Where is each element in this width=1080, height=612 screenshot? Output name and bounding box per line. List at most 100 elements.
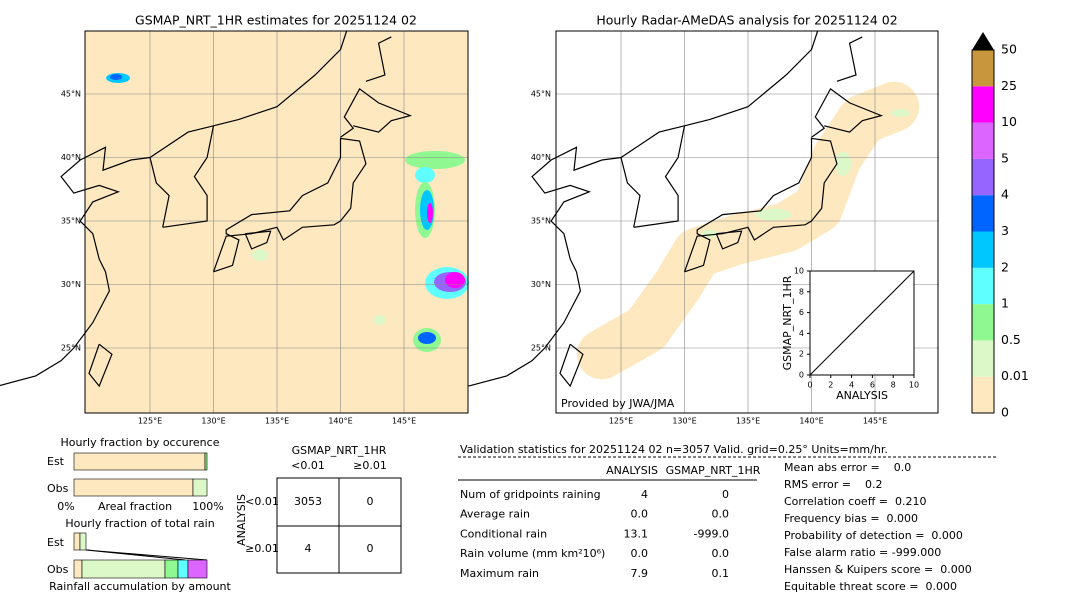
score: False alarm ratio = -999.000 <box>784 546 941 559</box>
lon-label: 140°E <box>799 417 823 426</box>
inset-ylabel: GSMAP_NRT_1HR <box>781 275 794 370</box>
val-label: Rain volume (mm km²10⁶) <box>460 547 605 560</box>
colorbar-segment <box>972 195 994 232</box>
colorbar-label: 0 <box>1001 405 1009 420</box>
obs-bar <box>177 559 189 579</box>
obs-bar <box>192 478 208 497</box>
colorbar-label: 50 <box>1001 42 1017 57</box>
lat-label: 25°N <box>61 344 81 353</box>
coastline <box>0 271 111 387</box>
obs-bar <box>164 559 179 579</box>
analysis-band <box>576 81 920 380</box>
est-bar <box>79 532 87 551</box>
coastline <box>836 36 863 82</box>
obs-label: Obs <box>47 563 69 576</box>
light-rain <box>755 208 792 221</box>
x1: 100% <box>192 500 223 513</box>
lon-label: 135°E <box>265 417 289 426</box>
cont-cell: 0 <box>367 495 374 508</box>
y-tick-label: 0 <box>799 371 804 380</box>
val-label: Num of gridpoints raining <box>460 488 601 501</box>
colorbar-label: 0.01 <box>1001 368 1029 383</box>
left-map-bg <box>85 31 468 413</box>
coastline <box>365 36 392 82</box>
coastline <box>88 343 113 388</box>
cont-row: ≥0.01 <box>245 542 279 555</box>
credit: Provided by JWA/JMA <box>561 397 675 410</box>
colorbar-label: 5 <box>1001 150 1009 165</box>
cont-col: <0.01 <box>291 459 325 472</box>
colorbar-segment <box>972 158 994 196</box>
left-map-frame <box>84 30 469 414</box>
y-tick-label: 4 <box>799 329 804 338</box>
colorbar-segment <box>972 304 994 341</box>
x-tick-label: 2 <box>828 381 833 390</box>
y-tick-label: 6 <box>799 308 804 317</box>
fraction-title: Rainfall accumulation by amount <box>49 580 231 593</box>
val-col: ANALYSIS <box>606 464 658 477</box>
coastline <box>715 230 743 250</box>
score: Hanssen & Kuipers score = 0.000 <box>784 563 972 576</box>
colorbar-extend <box>972 32 994 50</box>
x-tick-label: 4 <box>849 381 854 390</box>
x-tick-label: 10 <box>909 381 919 390</box>
y-tick-label: 8 <box>799 287 804 296</box>
colorbar-segment <box>972 231 994 268</box>
val-label: Maximum rain <box>460 567 539 580</box>
lat-label: 40°N <box>531 153 551 162</box>
analysis-area <box>576 81 920 380</box>
lat-label: 25°N <box>531 344 551 353</box>
x-tick-label: 8 <box>891 381 896 390</box>
lon-label: 145°E <box>863 417 887 426</box>
colorbar-label: 3 <box>1001 223 1009 238</box>
colorbar-segment <box>972 267 994 305</box>
obs-bar <box>73 559 83 579</box>
x0: 0% <box>57 500 74 513</box>
colorbar-segment <box>972 122 994 159</box>
colorbar-label: 0.5 <box>1001 332 1021 347</box>
link <box>85 549 208 561</box>
lon-label: 125°E <box>138 417 162 426</box>
coastline <box>340 88 413 138</box>
est-label: Est <box>47 536 65 549</box>
colorbar-label: 1 <box>1001 296 1009 311</box>
xlabel: Areal fraction <box>98 500 172 513</box>
score: RMS error = 0.2 <box>784 478 882 491</box>
lon-label: 130°E <box>201 417 225 426</box>
colorbar-segment <box>972 50 994 87</box>
cont-title: GSMAP_NRT_1HR <box>292 444 387 457</box>
cont-cell: 0 <box>367 542 374 555</box>
est-label: Est <box>47 455 65 468</box>
obs-label: Obs <box>47 482 69 495</box>
lon-label: 145°E <box>392 417 416 426</box>
lon-label: 125°E <box>609 417 633 426</box>
right-map-title: Hourly Radar-AMeDAS analysis for 2025112… <box>596 13 897 28</box>
lat-label: 40°N <box>61 153 81 162</box>
val-gsmap: 0.1 <box>712 567 730 580</box>
score: Frequency bias = 0.000 <box>784 512 918 525</box>
y-tick-label: 10 <box>794 267 804 276</box>
val-col: GSMAP_NRT_1HR <box>666 464 761 477</box>
coastline <box>244 230 272 250</box>
fraction-title: Hourly fraction of total rain <box>65 517 214 530</box>
lat-label: 35°N <box>531 217 551 226</box>
score: Probability of detection = 0.000 <box>784 529 963 542</box>
colorbar-segment <box>972 376 994 413</box>
lat-label: 30°N <box>531 280 551 289</box>
coastline <box>149 157 170 228</box>
est-bar <box>73 532 81 551</box>
cont-col: ≥0.01 <box>353 459 387 472</box>
coastline <box>633 125 686 228</box>
lat-label: 45°N <box>61 90 81 99</box>
x-tick-label: 6 <box>870 381 875 390</box>
fraction-title: Hourly fraction by occurence <box>61 436 220 449</box>
obs-bar <box>187 559 208 579</box>
est-bar <box>204 452 208 471</box>
val-header: Validation statistics for 20251124 02 n=… <box>460 443 888 456</box>
coastline <box>212 137 367 273</box>
val-gsmap: 0 <box>722 488 729 501</box>
coastline <box>468 271 582 387</box>
coastline <box>811 88 884 138</box>
colorbar-label: 10 <box>1001 114 1017 129</box>
